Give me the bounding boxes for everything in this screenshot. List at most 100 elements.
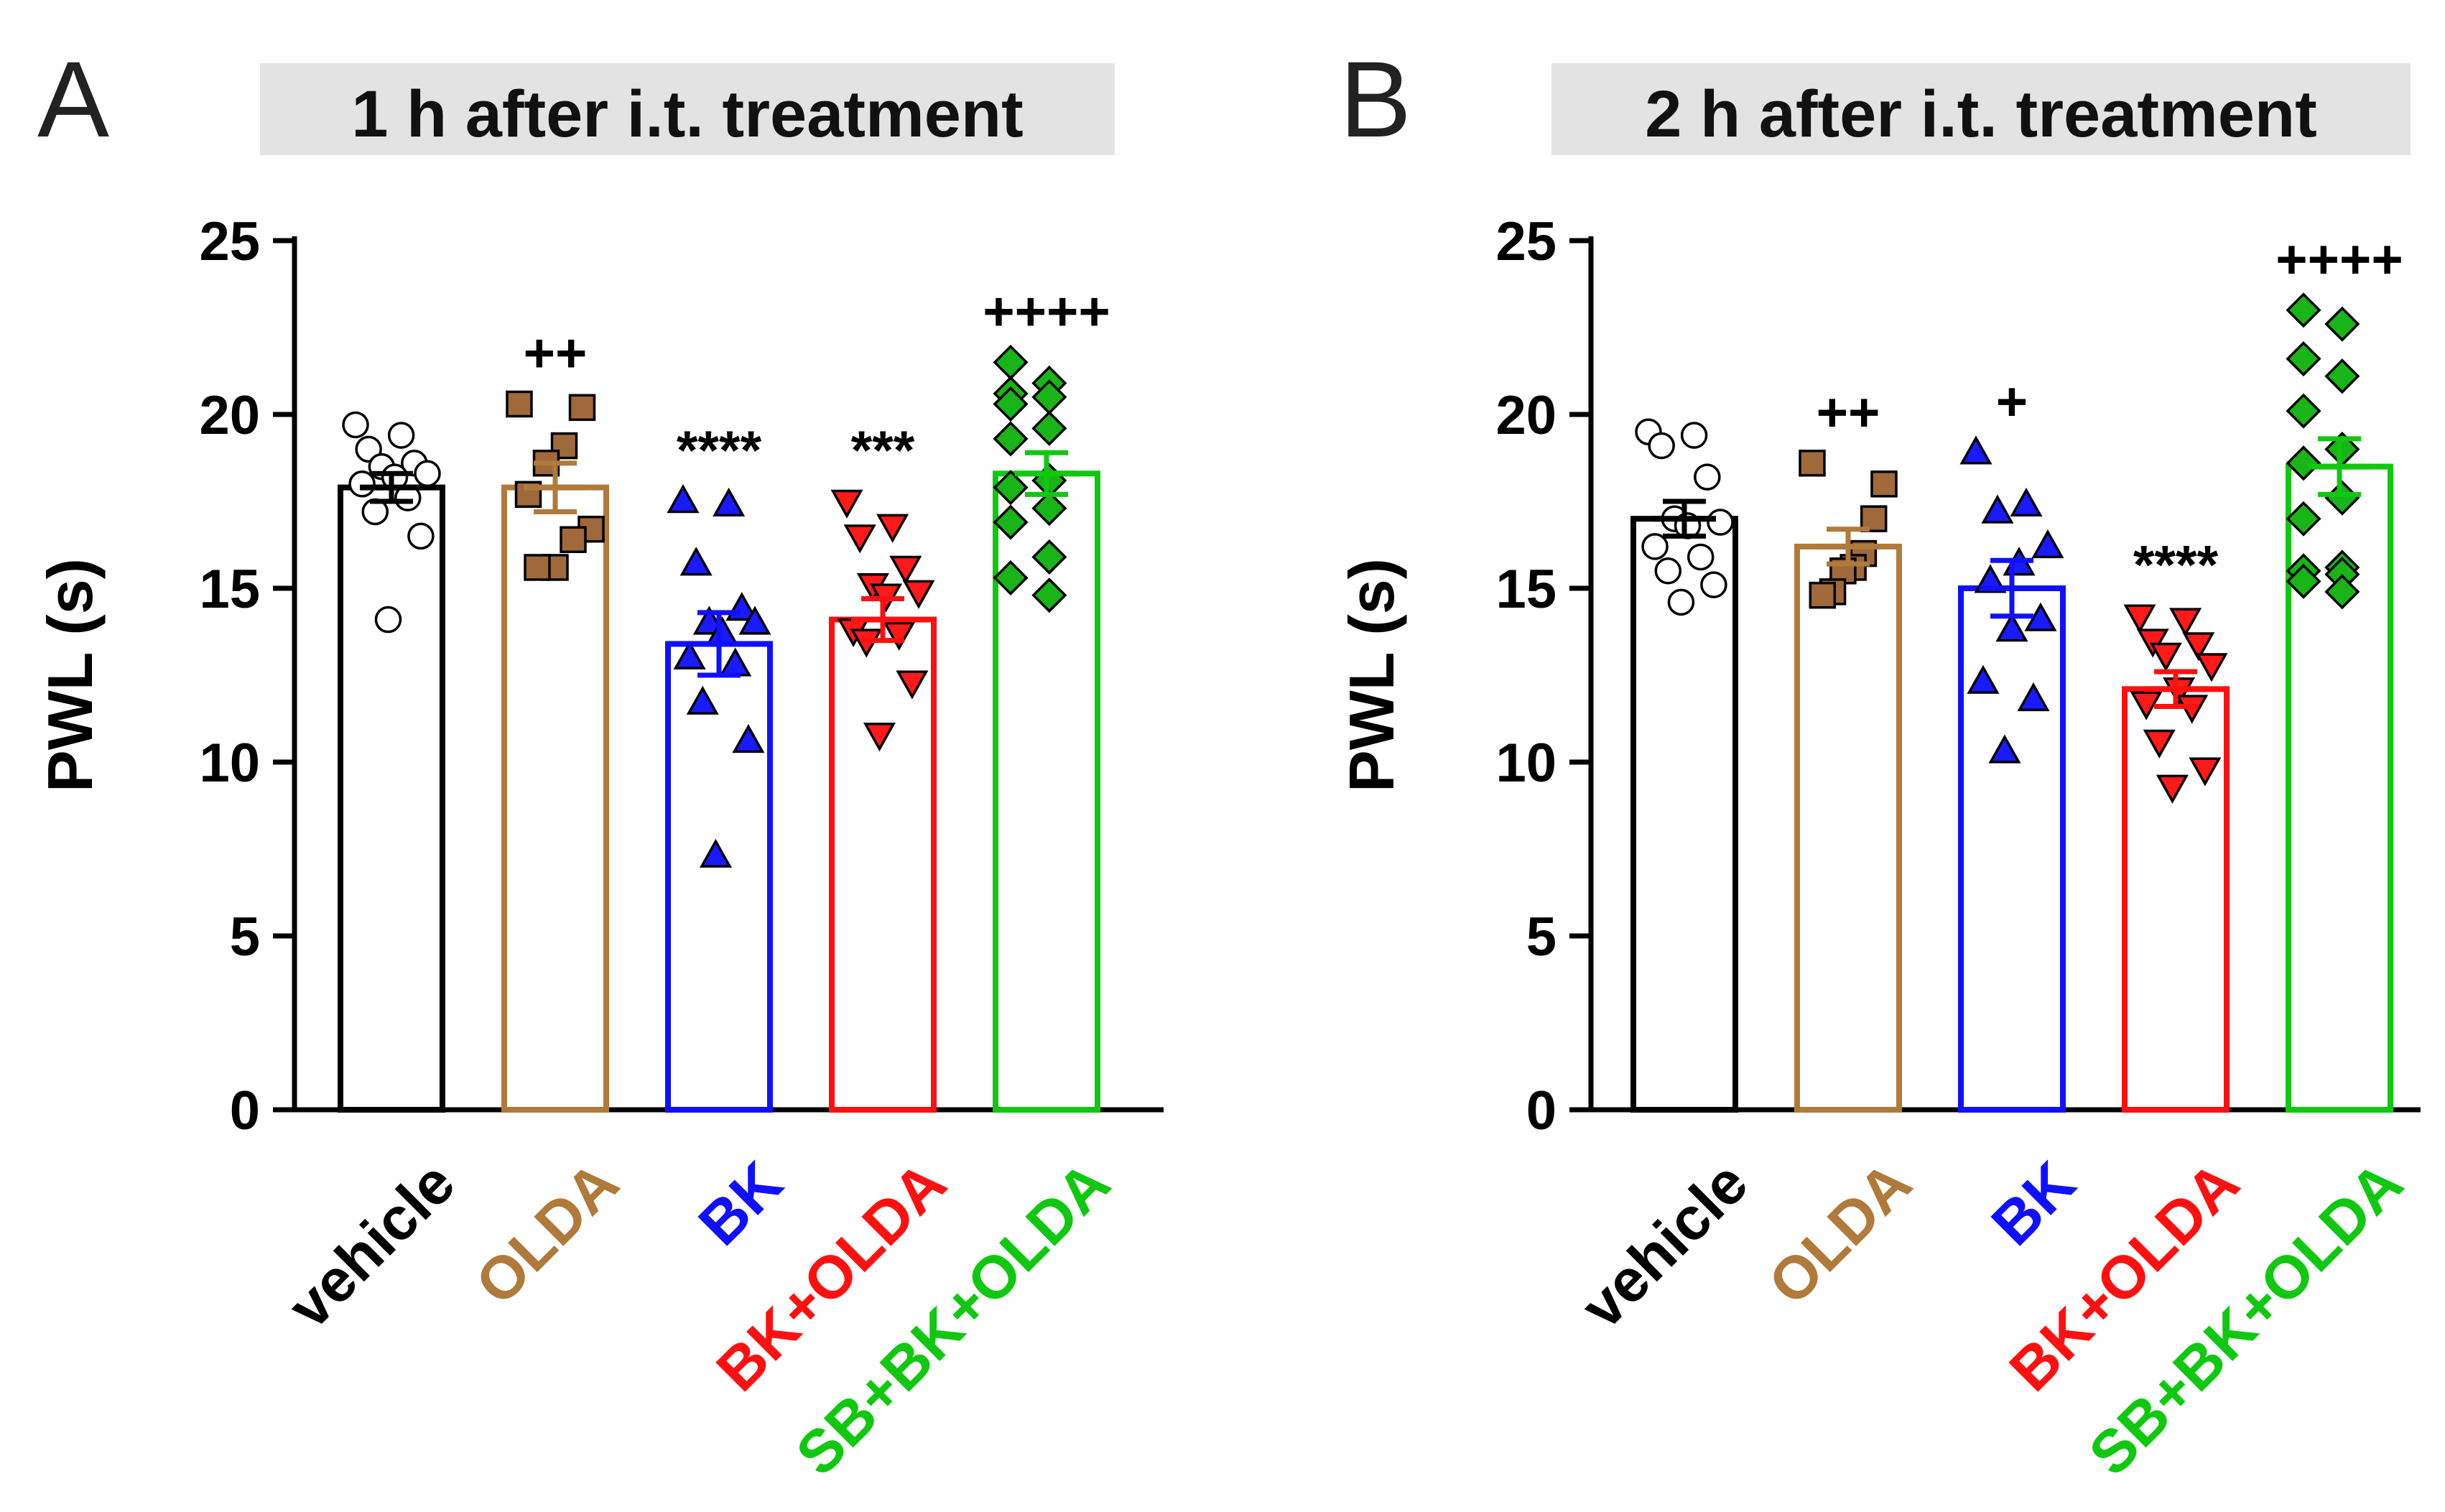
panel-b-point-olda [1809,581,1837,609]
panel-a-plot: 0510152025vehicle++OLDA****BK***BK+OLDA+… [199,211,1164,1488]
panel-b-point-bk-olda [2123,604,2156,634]
panel-b-category-label-vehicle: vehicle [1568,1149,1760,1341]
panel-a-point-sb-bk-olda [993,386,1029,422]
panel-a-point-vehicle [374,606,402,634]
panel-a-point-sb-bk-olda [993,421,1029,457]
panel-a-y-tick-label: 10 [199,733,260,794]
panel-a-point-bk-olda [889,555,922,585]
panel-a-point-bk [699,838,732,868]
panel-b-point-sb-bk-olda [2286,393,2321,429]
panel-b-point-vehicle [1680,422,1708,449]
panel-b-y-tick-label: 5 [1526,906,1556,968]
panel-b-point-bk [2017,682,2050,712]
panel-a-y-tick-label: 5 [230,906,260,968]
panel-b-y-tick-label: 0 [1526,1080,1556,1141]
panel-a-point-olda [560,526,587,553]
panel-a-point-bk [686,685,719,715]
panel-b-bar-bk-olda [2122,686,2230,1113]
panel-a-point-bk-olda [902,580,935,609]
panel-b-point-bk [2024,602,2057,631]
panel-b-point-vehicle [1654,557,1682,585]
panel-b-point-bk-olda [2156,774,2189,804]
panel-b-y-tick-label: 10 [1495,733,1556,794]
panel-b-significance-olda: ++ [1817,382,1880,443]
panel-a-category-label-bk: BK [685,1149,794,1258]
panel-a-point-bk [679,547,713,576]
panel-b-point-sb-bk-olda [2324,574,2360,610]
panel-a-letter: A [37,39,109,159]
panel-b-point-sb-bk-olda [2286,445,2321,481]
panel-b-point-vehicle [1648,432,1675,460]
panel-b-point-bk-olda [2149,642,2182,672]
panel-a-point-vehicle [342,411,369,439]
panel-b: B 2 h after i.t. treatment PWL (s) 0 5 10 1… [1336,39,2421,1488]
panel-a-point-sb-bk-olda [1031,410,1067,446]
panel-b-point-vehicle [1694,463,1721,491]
panel-a-point-sb-bk-olda [993,344,1029,380]
panel-a-bar-bk [665,641,773,1113]
panel-a-bar-bk-olda [829,616,937,1113]
panel-b-category-label-bk: BK [1978,1149,2087,1258]
panel-b-title: 2 h after i.t. treatment [1645,78,2317,151]
panel-b-significance-bk-olda: **** [2133,535,2219,596]
panel-b-point-vehicle [1700,571,1727,598]
panel-b-point-bk-olda [2189,757,2222,787]
panel-b-point-sb-bk-olda [2324,306,2360,342]
panel-b-point-vehicle [1687,543,1715,571]
panel-a-category-label-vehicle: vehicle [275,1149,468,1341]
panel-a-significance-sb-bk-olda: ++++ [983,281,1110,342]
panel-a: A 1 h after i.t. treatment PWL (s) 0 5 10 1… [34,39,1164,1488]
panel-b-point-bk-olda [2143,729,2176,759]
panel-b-point-sb-bk-olda [2286,340,2321,377]
panel-b-point-bk-olda [2169,608,2202,637]
panel-a-point-olda [524,554,551,581]
panel-a-point-sb-bk-olda [993,560,1029,596]
panel-b-point-bk [1988,734,2021,764]
panel-b-point-bk [2010,487,2043,517]
panel-a-point-vehicle [414,460,441,488]
panel-b-plot: 0510152025vehicle++OLDA+BK****BK+OLDA+++… [1495,211,2421,1488]
panel-b-point-bk-olda [2182,632,2215,662]
panel-b-significance-bk: + [1996,371,2028,432]
panel-a-significance-olda: ++ [524,323,588,384]
panel-b-point-sb-bk-olda [2286,501,2321,537]
panel-a-significance-bk: **** [677,420,762,481]
panel-a-point-vehicle [407,522,435,550]
panel-a-point-bk-olda [896,670,929,700]
panel-a-y-tick-label: 15 [199,559,260,620]
panel-b-y-tick-label: 20 [1495,385,1556,446]
panel-a-point-sb-bk-olda [1031,491,1067,527]
panel-a-point-bk-olda [863,723,896,752]
panel-a-title-background [260,63,1115,155]
panel-a-point-bk-olda [883,621,916,651]
panel-a-point-bk [719,647,752,677]
panel-b-point-sb-bk-olda [2324,358,2360,394]
panel-b-letter: B [1340,39,1411,159]
panel-b-significance-sb-bk-olda: ++++ [2275,229,2403,290]
panel-b-y-axis-label: PWL (s) [1336,558,1407,792]
panel-b-bar-bk [1958,585,2066,1113]
panel-a-point-olda [568,394,596,422]
panel-a-point-sb-bk-olda [1031,578,1067,613]
panel-a-point-vehicle [387,422,415,449]
panel-b-point-bk [1959,435,1992,465]
panel-b-y-tick-label: 15 [1495,559,1556,620]
panel-a-point-bk-olda [843,524,876,554]
panel-a-category-label-olda: OLDA [463,1149,631,1317]
panel-b-point-vehicle [1641,533,1669,560]
panel-b-point-vehicle [1707,509,1734,536]
panel-b-title-background [1551,63,2411,155]
panel-a-point-sb-bk-olda [993,470,1029,506]
panel-a-point-bk-olda [876,514,909,543]
panel-a-y-tick-label: 25 [199,211,260,272]
panel-a-point-bk [667,484,700,514]
panel-a-title: 1 h after i.t. treatment [351,78,1024,151]
panel-b-y-tick-label: 25 [1495,211,1556,272]
panel-b-point-bk [2031,529,2064,559]
panel-b-bar-olda [1794,543,1902,1113]
panel-b-category-label-olda: OLDA [1755,1149,1924,1317]
panel-b-point-sb-bk-olda [2324,480,2360,516]
panel-b-point-bk [1981,494,2014,524]
